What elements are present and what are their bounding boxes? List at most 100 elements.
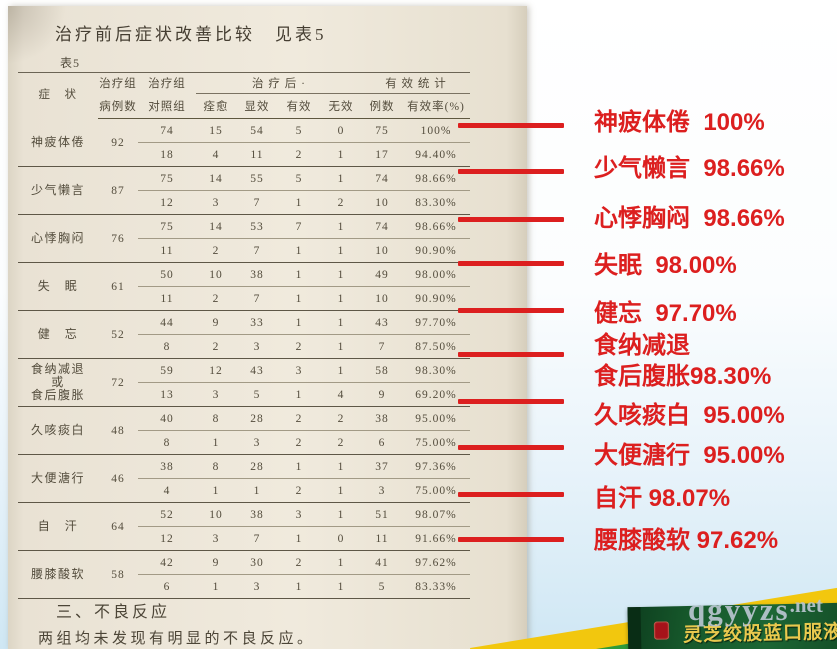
control-value: 4 — [138, 478, 196, 503]
treatment-value: 38 — [362, 406, 402, 431]
treatment-value: 5 — [278, 166, 320, 191]
control-value: 0 — [320, 526, 362, 551]
callout-label: 失眠 98.00% — [594, 252, 737, 279]
treatment-value: 38 — [138, 454, 196, 479]
table-row-treatment: 心悸胸闷 76 75 14 53 7 1 74 98.66% — [18, 214, 470, 263]
treatment-value: 97.70% — [402, 310, 470, 335]
control-value: 10 — [362, 238, 402, 263]
document-title: 治疗前后症状改善比较 见表5 — [55, 25, 327, 44]
header-cured: 痊愈 — [196, 93, 236, 119]
callout-line — [458, 123, 564, 128]
symptom-total-cases: 52 — [98, 310, 138, 359]
treatment-value: 14 — [196, 214, 236, 239]
table-row-control: 18 4 11 2 1 17 94.40% — [18, 142, 470, 167]
symptom-name: 失 眠 — [18, 262, 98, 311]
control-value: 7 — [236, 238, 278, 263]
callout-line — [458, 399, 564, 404]
treatment-value: 3 — [278, 502, 320, 527]
treatment-value: 37 — [362, 454, 402, 479]
header-effective-rate: 有效率(%) — [402, 93, 470, 119]
treatment-value: 3 — [278, 358, 320, 383]
table-row-control: 11 2 7 1 1 10 90.90% — [18, 238, 470, 263]
treatment-value: 14 — [196, 166, 236, 191]
control-value: 94.40% — [402, 142, 470, 167]
header-effective: 有效 — [278, 93, 320, 119]
control-value: 1 — [236, 478, 278, 503]
treatment-value: 97.62% — [402, 550, 470, 575]
treatment-value: 1 — [278, 454, 320, 479]
symptom-name: 少气懒言 — [18, 166, 98, 215]
treatment-value: 9 — [196, 550, 236, 575]
symptom-name: 食纳减退 或 食后腹胀 — [18, 358, 98, 407]
symptom-total-cases: 58 — [98, 550, 138, 599]
table-header: 症 状 治疗组 治疗组 治 疗 后 · 有 效 统 计 病例数 对照组 痊愈 显… — [18, 72, 470, 119]
control-value: 1 — [278, 238, 320, 263]
treatment-value: 1 — [320, 550, 362, 575]
treatment-value: 100% — [402, 118, 470, 143]
control-value: 2 — [320, 430, 362, 455]
symptom-total-cases: 64 — [98, 502, 138, 551]
control-value: 2 — [320, 190, 362, 215]
control-value: 6 — [362, 430, 402, 455]
control-value: 3 — [362, 478, 402, 503]
header-treatment-group-cases-top: 治疗组 — [99, 78, 137, 91]
scanned-document: 治疗前后症状改善比较 见表5 表5 症 状 治疗组 治疗组 治 疗 后 · 有 … — [8, 6, 527, 649]
callout-line — [458, 492, 564, 497]
table-row-treatment: 久咳痰白 48 40 8 28 2 2 38 95.00% — [18, 406, 470, 455]
control-value: 5 — [236, 382, 278, 407]
treatment-value: 98.30% — [402, 358, 470, 383]
symptom-total-cases: 72 — [98, 358, 138, 407]
treatment-value: 30 — [236, 550, 278, 575]
callout-line — [458, 537, 564, 542]
symptom-name: 神疲体倦 — [18, 118, 98, 167]
control-value: 8 — [138, 334, 196, 359]
control-value: 6 — [138, 574, 196, 599]
control-value: 91.66% — [402, 526, 470, 551]
treatment-value: 74 — [362, 214, 402, 239]
treatment-value: 75 — [362, 118, 402, 143]
control-value: 1 — [320, 142, 362, 167]
symptom-name: 久咳痰白 — [18, 406, 98, 455]
symptom-total-cases: 61 — [98, 262, 138, 311]
treatment-value: 42 — [138, 550, 196, 575]
control-value: 3 — [236, 430, 278, 455]
control-value: 1 — [320, 334, 362, 359]
symptom-total-cases: 48 — [98, 406, 138, 455]
control-value: 2 — [278, 478, 320, 503]
table-row-treatment: 腰膝酸软 58 42 9 30 2 1 41 97.62% — [18, 550, 470, 599]
callout-label: 少气懒言 98.66% — [594, 155, 785, 182]
control-value: 90.90% — [402, 286, 470, 311]
control-value: 2 — [278, 334, 320, 359]
symptom-name: 腰膝酸软 — [18, 550, 98, 599]
symptom-name: 心悸胸闷 — [18, 214, 98, 263]
table-row-control: 6 1 3 1 1 5 83.33% — [18, 574, 470, 599]
control-value: 83.30% — [402, 190, 470, 215]
treatment-value: 38 — [236, 262, 278, 287]
symptom-total-cases: 87 — [98, 166, 138, 215]
control-value: 1 — [320, 574, 362, 599]
control-value: 1 — [196, 574, 236, 599]
header-treatment-group-top: 治疗组 — [148, 78, 186, 91]
treatment-value: 8 — [196, 406, 236, 431]
control-value: 7 — [236, 526, 278, 551]
callout-line — [458, 352, 564, 357]
control-value: 12 — [138, 526, 196, 551]
table-row-treatment: 少气懒言 87 75 14 55 5 1 74 98.66% — [18, 166, 470, 215]
control-value: 10 — [362, 190, 402, 215]
table-row-control: 8 2 3 2 1 7 87.50% — [18, 334, 470, 359]
treatment-value: 49 — [362, 262, 402, 287]
header-ineffective: 无效 — [320, 93, 362, 119]
treatment-value: 53 — [236, 214, 278, 239]
table-row-control: 12 3 7 1 0 11 91.66% — [18, 526, 470, 551]
control-value: 2 — [196, 238, 236, 263]
treatment-value: 1 — [320, 166, 362, 191]
callout-label: 腰膝酸软 97.62% — [594, 527, 779, 554]
control-value: 2 — [196, 286, 236, 311]
control-value: 3 — [236, 334, 278, 359]
adverse-reactions-text: 两组均未发现有明显的不良反应。 — [38, 631, 316, 647]
header-effective-cases: 例数 — [362, 93, 402, 119]
control-value: 11 — [362, 526, 402, 551]
table-row-control: 12 3 7 1 2 10 83.30% — [18, 190, 470, 215]
header-case-count: 病例数 — [98, 93, 138, 119]
